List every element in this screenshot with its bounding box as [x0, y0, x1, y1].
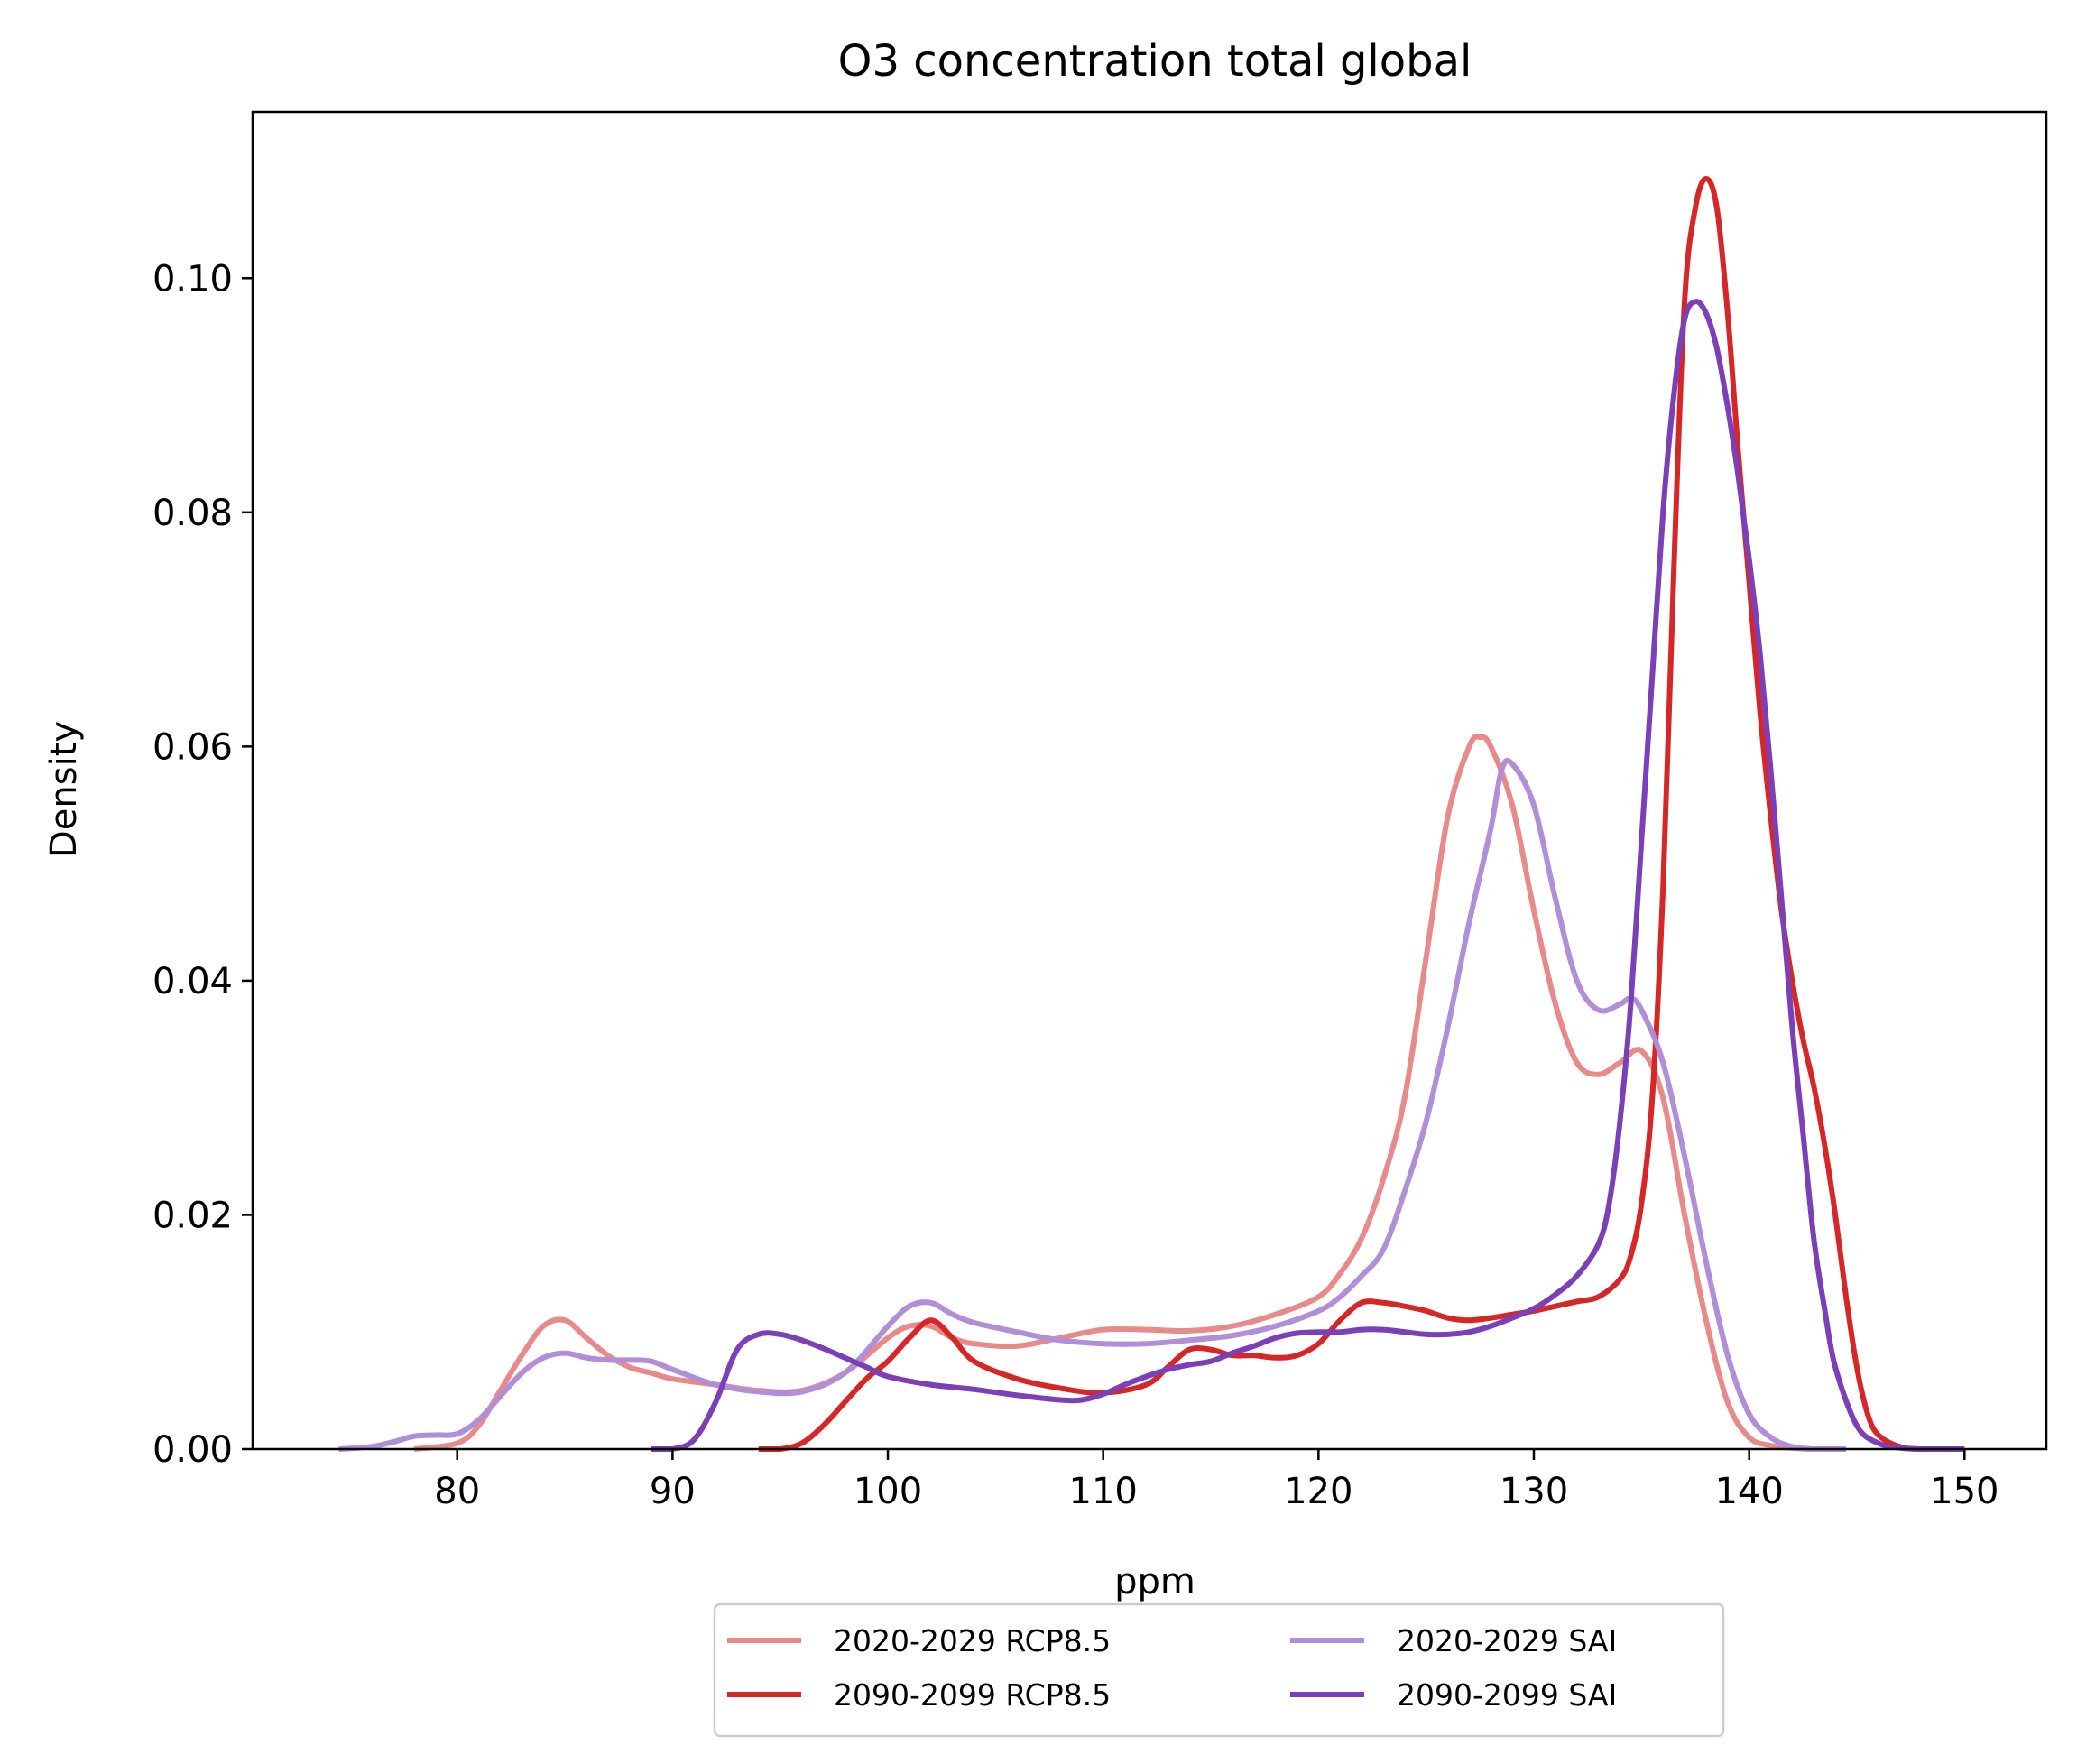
y-tick-label: 0.08 — [152, 493, 233, 534]
x-tick-label: 140 — [1714, 1471, 1783, 1512]
x-tick-label: 110 — [1069, 1471, 1138, 1512]
x-axis-title: ppm — [1114, 1561, 1195, 1602]
legend-label: 2090-2099 SAI — [1397, 1677, 1617, 1713]
y-tick-label: 0.10 — [152, 258, 233, 300]
series-line-2090-2099-sai — [651, 299, 1965, 1452]
x-tick-label: 90 — [650, 1471, 696, 1512]
x-tick-label: 80 — [434, 1471, 480, 1512]
plot-frame — [251, 110, 2048, 1451]
legend-box — [713, 1602, 1725, 1738]
y-tick-label: 0.06 — [152, 726, 233, 768]
legend: 2020-2029 RCP8.5 2090-2099 RCP8.5 2020-202… — [713, 1602, 1725, 1738]
y-axis-title: Density — [43, 721, 85, 858]
legend-label: 2020-2029 RCP8.5 — [834, 1623, 1111, 1658]
x-tick-label: 150 — [1930, 1471, 1999, 1512]
series-layer — [338, 175, 1965, 1452]
x-tick-label: 120 — [1284, 1471, 1352, 1512]
series-line-2090-2099-rcp8-5 — [758, 175, 1965, 1452]
y-tick-label: 0.00 — [152, 1429, 233, 1471]
x-tick-label: 130 — [1500, 1471, 1568, 1512]
legend-label: 2020-2029 SAI — [1397, 1623, 1617, 1658]
axes-layer: 80 90 100 110 120 130 140 150 0.00 0.02 0.04 0.06 0.… — [152, 110, 2048, 1512]
legend-label: 2090-2099 RCP8.5 — [834, 1677, 1111, 1713]
y-tick-label: 0.04 — [152, 961, 233, 1002]
chart-title: O3 concentration total global — [838, 36, 1472, 87]
y-tick-label: 0.02 — [152, 1195, 233, 1236]
series-line-2020-2029-sai — [338, 757, 1847, 1452]
x-tick-label: 100 — [854, 1471, 922, 1512]
